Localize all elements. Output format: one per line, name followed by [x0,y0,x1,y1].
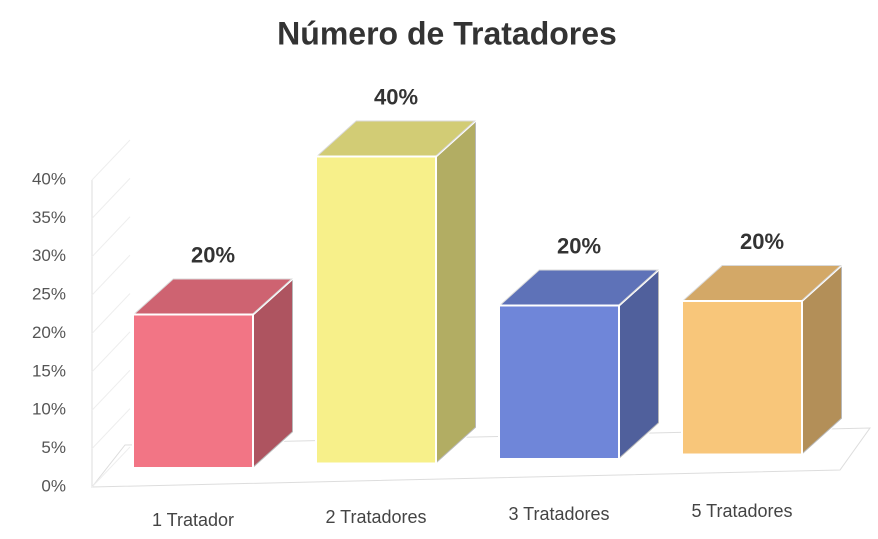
y-tick-label: 35% [32,208,66,227]
bar-side-shade [253,278,293,468]
grid-line [91,331,131,373]
data-label: 20% [191,242,235,267]
y-tick-label: 25% [32,285,66,304]
y-tick-label: 5% [41,438,66,457]
grid-line [91,446,131,488]
x-tick-label: 5 Tratadores [691,501,792,521]
y-tick-label: 0% [41,476,66,495]
y-tick-label: 10% [32,400,66,419]
chart-title: Número de Tratadores [277,15,617,51]
y-tick-label: 20% [32,323,66,342]
data-label: 20% [557,233,601,258]
bar [132,313,254,469]
bar [681,300,803,456]
y-tick-label: 40% [32,169,66,188]
bar-side-shade [619,269,659,459]
bar [498,304,620,460]
bar-top-shade [682,265,842,301]
bar-top-shade [133,278,293,315]
grid-line [91,139,131,181]
bar [315,155,437,465]
grid-line [91,408,131,449]
grid-line [91,216,131,258]
bar-side-shade [436,120,476,464]
x-tick-label: 1 Tratador [152,510,234,530]
y-tick-label: 30% [32,246,66,265]
grid-line [91,369,131,411]
floor [90,427,871,488]
bar-top-shade [316,120,476,157]
bar-top-shade [499,269,659,306]
x-tick-label: 3 Tratadores [508,504,609,524]
data-label: 40% [374,84,418,109]
x-tick-label: 2 Tratadores [325,507,426,527]
data-label: 20% [740,229,784,254]
grid-line [91,293,131,334]
y-tick-label: 15% [32,361,66,380]
grid-line [91,254,131,296]
bar-side-shade [802,265,842,455]
grid-line [91,178,131,219]
